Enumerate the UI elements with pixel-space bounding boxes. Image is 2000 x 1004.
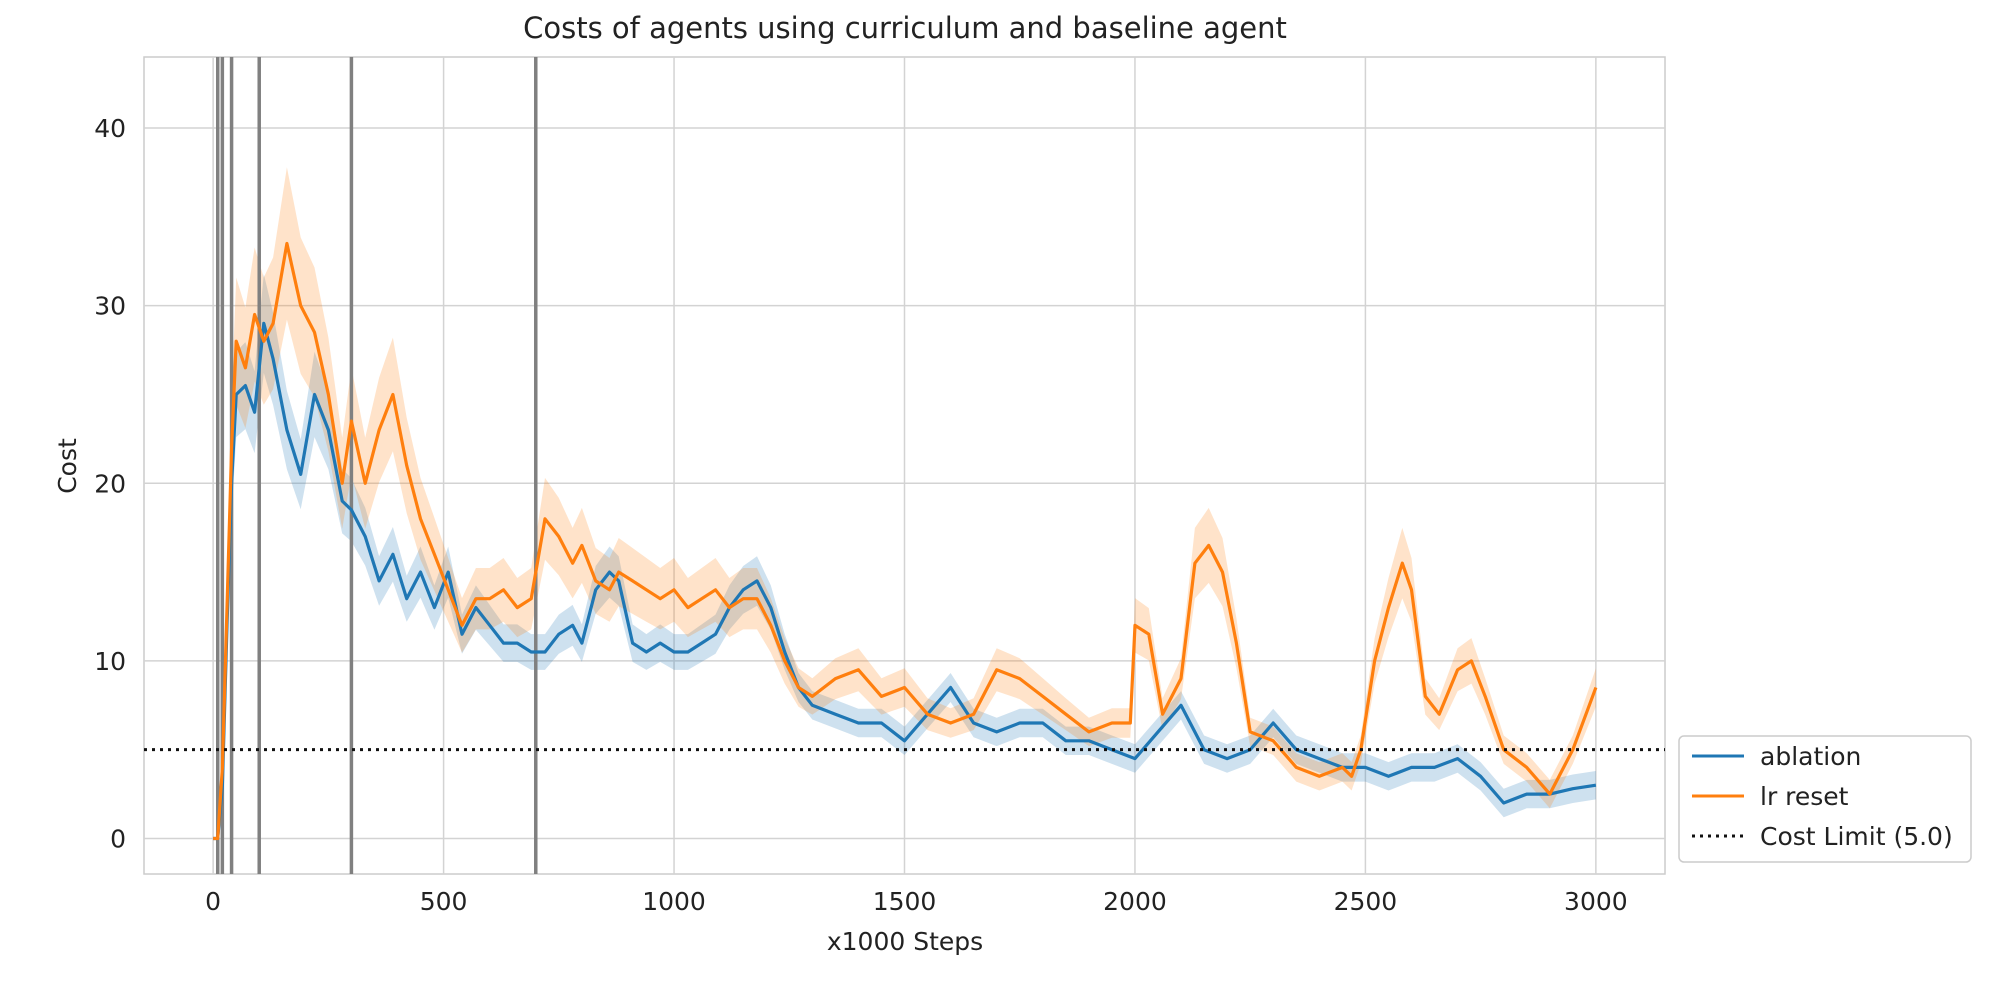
y-tick-label: 30 [94,292,126,321]
y-tick-label: 20 [94,469,126,498]
legend-label-ablation: ablation [1760,742,1861,771]
curriculum-lines [215,57,538,874]
x-tick-label: 0 [205,887,221,916]
y-axis-label: Cost [53,438,82,494]
y-tick-label: 10 [94,647,126,676]
chart-title: Costs of agents using curriculum and bas… [523,11,1287,45]
x-tick-label: 2500 [1334,887,1398,916]
confidence-band-lr-reset [213,167,1596,839]
x-axis-label: x1000 Steps [827,927,983,956]
x-tick-label: 3000 [1564,887,1628,916]
y-tick-label: 0 [110,824,126,853]
x-tick-label: 1500 [873,887,937,916]
tick-labels: 0 500 1000 1500 2000 2500 3000 0 10 20 30 40 [94,114,1627,916]
x-tick-label: 2000 [1103,887,1167,916]
y-tick-label: 40 [94,114,126,143]
series-lines [213,241,1598,841]
legend-label-lr-reset: lr reset [1760,782,1849,811]
series-line-lr-reset [213,241,1598,841]
legend: ablation lr reset Cost Limit (5.0) [1678,735,1972,863]
x-tick-label: 1000 [642,887,706,916]
x-tick-label: 500 [420,887,468,916]
grid-layer [144,57,1665,874]
legend-box [1678,735,1972,863]
series-line-ablation [213,321,1597,841]
confidence-bands [213,167,1596,839]
legend-label-cost-limit: Cost Limit (5.0) [1760,822,1953,851]
